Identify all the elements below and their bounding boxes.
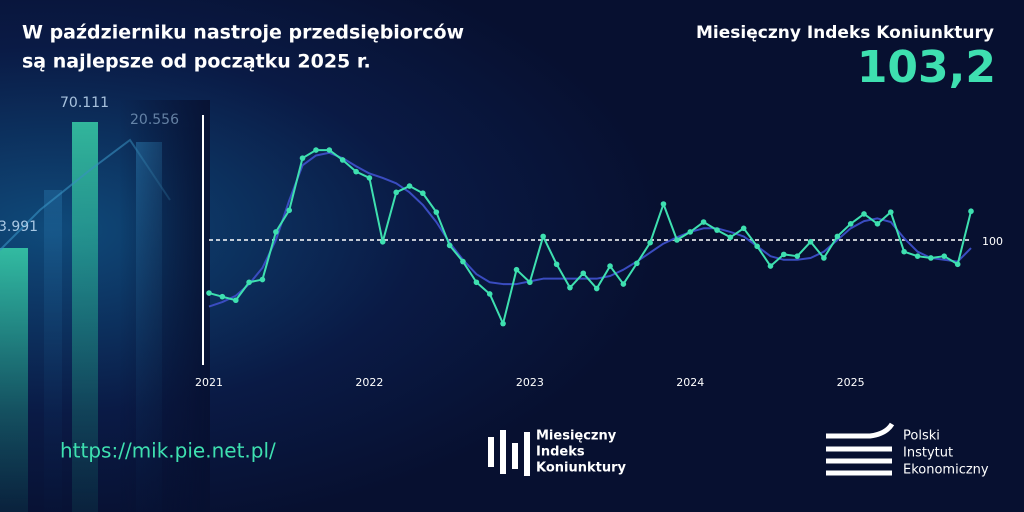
data-point xyxy=(259,276,266,283)
data-point xyxy=(393,189,400,196)
data-point xyxy=(941,253,948,259)
x-tick-label: 2023 xyxy=(516,376,544,389)
data-point xyxy=(553,261,560,268)
data-point xyxy=(794,253,801,259)
decoration xyxy=(0,100,210,512)
logo-mik-icon xyxy=(488,430,530,476)
logo-pie-text: Instytut xyxy=(903,446,953,461)
logo-mik-text: Indeks xyxy=(536,445,585,460)
data-point xyxy=(607,263,613,269)
data-point xyxy=(406,183,413,189)
data-point xyxy=(379,238,386,245)
title-line: są najlepsze od początku 2025 r. xyxy=(22,51,371,73)
data-point xyxy=(914,253,921,259)
data-point xyxy=(687,229,694,235)
data-point xyxy=(834,233,841,240)
data-point xyxy=(567,284,573,291)
data-point xyxy=(968,208,974,215)
data-point xyxy=(767,263,774,269)
x-tick-label: 2021 xyxy=(195,376,223,389)
data-point xyxy=(861,211,867,217)
data-point xyxy=(593,285,600,292)
x-tick-label: 2025 xyxy=(837,376,865,389)
data-point xyxy=(714,227,720,233)
x-tick-label: 2022 xyxy=(355,376,383,389)
url: https://mik.pie.net.pl/ xyxy=(60,439,276,463)
background-label: 70.111 xyxy=(60,95,109,111)
x-tick-label: 2024 xyxy=(676,376,704,389)
logo-pie-text: Ekonomiczny xyxy=(903,463,989,478)
data-point xyxy=(727,234,734,241)
data-point xyxy=(847,221,854,227)
data-point xyxy=(299,155,306,161)
data-point xyxy=(887,209,894,215)
data-point xyxy=(754,243,760,250)
logo-mik-text: Miesięczny xyxy=(536,429,617,444)
data-point xyxy=(339,157,346,163)
logo-pie-icon xyxy=(826,422,895,476)
background-label: 3.991 xyxy=(0,219,38,235)
data-point xyxy=(540,233,546,240)
data-point xyxy=(901,248,907,255)
data-point xyxy=(486,291,493,297)
data-point xyxy=(513,266,520,273)
data-point xyxy=(232,297,239,304)
data-point xyxy=(807,238,814,245)
data-point xyxy=(821,255,827,261)
data-point xyxy=(273,229,279,235)
series-line xyxy=(208,149,972,325)
data-point xyxy=(780,251,787,258)
data-point xyxy=(500,320,506,327)
data-point xyxy=(954,261,961,268)
index-name: Miesięczny Indeks Koniunktury xyxy=(696,23,994,43)
data-point xyxy=(674,237,680,243)
logo-mik-text: Koniunktury xyxy=(536,461,627,476)
data-point xyxy=(634,260,640,267)
data-point xyxy=(286,207,293,214)
data-point xyxy=(473,279,480,286)
data-point xyxy=(580,270,587,277)
data-point xyxy=(353,168,359,175)
background-label: 20.556 xyxy=(130,112,179,128)
index-value: 103,2 xyxy=(857,42,996,93)
data-point xyxy=(366,175,373,181)
data-point xyxy=(313,147,319,153)
data-point xyxy=(219,293,226,300)
data-point xyxy=(874,221,881,227)
data-point xyxy=(446,242,453,249)
data-point xyxy=(326,147,333,153)
logo-pie-text: Polski xyxy=(903,429,940,444)
data-point xyxy=(420,190,426,197)
data-point xyxy=(928,255,934,261)
data-point xyxy=(246,279,252,286)
data-point xyxy=(660,201,667,207)
reference-label: 100 xyxy=(982,235,1003,248)
data-point xyxy=(620,281,627,287)
data-point xyxy=(740,225,747,232)
data-point xyxy=(527,279,533,286)
data-point xyxy=(460,258,466,265)
data-point xyxy=(433,209,440,215)
title-line: W październiku nastroje przedsiębiorców xyxy=(22,22,464,44)
data-point xyxy=(647,239,653,246)
data-point xyxy=(700,219,707,225)
data-point xyxy=(206,290,212,296)
